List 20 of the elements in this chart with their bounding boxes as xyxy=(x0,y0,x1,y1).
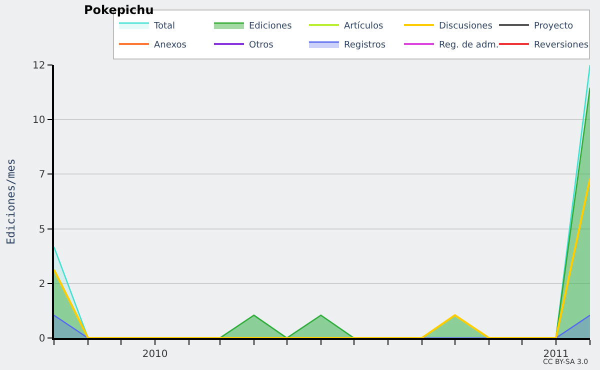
y-tick-label: 5 xyxy=(38,224,46,236)
y-axis-title: Ediciones/mes xyxy=(4,158,18,245)
legend-label: Anexos xyxy=(154,40,187,51)
x-tick-label: 2011 xyxy=(543,348,569,360)
legend-label: Total xyxy=(153,22,176,32)
chart-title: Pokepichu xyxy=(84,2,154,17)
legend-label: Registros xyxy=(344,40,386,51)
legend-label: Discusiones xyxy=(439,22,493,32)
y-tick-label: 0 xyxy=(38,334,46,344)
legend-label: Artículos xyxy=(344,20,384,32)
legend-label: Proyecto xyxy=(534,22,574,32)
legend-label: Otros xyxy=(249,40,274,51)
y-tick-label: 2 xyxy=(38,278,46,290)
y-tick-label: 12 xyxy=(32,60,46,72)
y-tick-label: 10 xyxy=(32,115,46,126)
legend-label: Reg. de adm. xyxy=(439,40,499,51)
x-tick-label: 2010 xyxy=(142,348,168,360)
y-tick-label: 7 xyxy=(38,170,46,181)
legend-label: Ediciones xyxy=(249,22,292,32)
legend-label: Reversiones xyxy=(534,40,589,51)
